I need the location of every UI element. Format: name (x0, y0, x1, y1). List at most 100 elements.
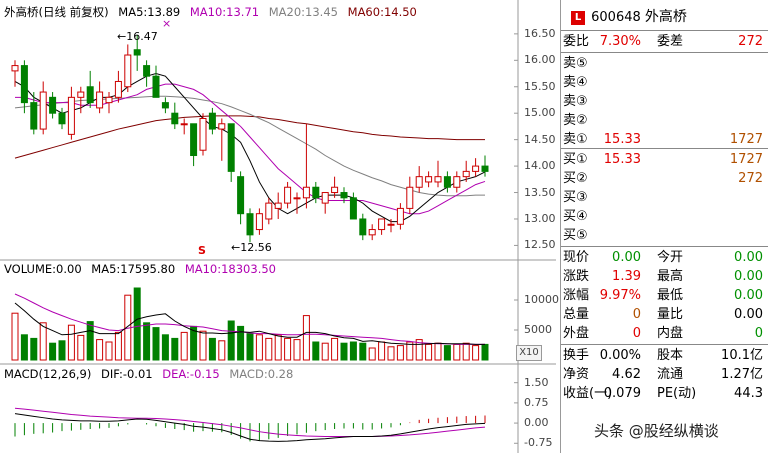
volume-bar (237, 325, 245, 361)
ma5-label: MA5:13.89 (118, 5, 181, 19)
sell-volume: 1727 (729, 132, 763, 147)
price-tick-label: 15.50 (524, 79, 556, 93)
weicha-value: 272 (738, 34, 763, 49)
price-tick-label: 14.00 (524, 159, 556, 173)
candle-body (396, 207, 404, 225)
sell-level-label: 卖① (563, 132, 588, 147)
candle-body (293, 197, 301, 200)
kline-chart-area[interactable]: 外高桥(日线 前复权) MA5:13.89 MA10:13.71 MA20:13… (0, 0, 560, 453)
volume-header: VOLUME:0.00 MA5:17595.80 MA10:18303.50 (4, 262, 282, 276)
volume-bar (105, 341, 113, 361)
stat-value: 0 (632, 326, 641, 341)
candle-body (443, 176, 451, 188)
stat2-label: 净资 (563, 367, 590, 382)
candle-body (171, 112, 179, 125)
sell-row: 卖⑤ (561, 54, 768, 73)
volume-bar (86, 321, 94, 361)
stat2-value-2: 1.27亿 (721, 367, 763, 382)
volume-bar (396, 345, 404, 361)
volume-bar (312, 341, 320, 361)
macd-param-label: MACD(12,26,9) (4, 367, 92, 381)
volume-bar (425, 343, 433, 361)
candle-body (152, 75, 160, 98)
stat2-value: 4.62 (612, 367, 641, 382)
candle-body (378, 218, 386, 231)
candle-body (359, 218, 367, 236)
volume-bar (321, 342, 329, 361)
stat-label-2: 今开 (657, 250, 684, 265)
sell-level-label: 卖④ (563, 75, 588, 90)
stock-logo-icon: L (571, 10, 585, 25)
volume-bar (30, 337, 38, 361)
volume-bar (133, 287, 141, 361)
buy-level-label: 买② (563, 171, 588, 186)
buy-level-label: 买④ (563, 209, 588, 224)
stat-value: 0 (632, 307, 641, 322)
stat-value-2: 0 (754, 326, 763, 341)
stat-value-2: 0.00 (734, 269, 763, 284)
kline-chart-svg[interactable] (0, 0, 560, 453)
candle-body (114, 80, 122, 98)
price-tick-label: 12.50 (524, 238, 556, 252)
volume-ma10-line (14, 293, 485, 345)
volume-bar (387, 346, 395, 361)
dif-label: DIF:-0.01 (101, 367, 153, 381)
volume-bar (114, 331, 122, 361)
macd-tick-label: 0.00 (524, 416, 549, 430)
candle-body (190, 123, 198, 157)
candle-body (105, 96, 113, 104)
weibi-label: 委比 (563, 34, 590, 49)
macd-value-label: MACD:0.28 (229, 367, 294, 381)
ma60-line (14, 115, 485, 159)
volume-bar (293, 339, 301, 361)
candle-body (321, 192, 329, 204)
volume-bar (284, 337, 292, 361)
sell-signal-marker: S (198, 244, 206, 257)
sell-level-label: 卖⑤ (563, 56, 588, 71)
candle-body (143, 65, 151, 77)
stat2-value: 0.079 (603, 386, 641, 401)
quote-panel: L 600648 外高桥 委比 7.30% 委差 272 卖⑤ 卖④ 卖③ 卖②… (560, 0, 768, 453)
stat-label: 现价 (563, 250, 590, 265)
high-annotation: ←16.47 (117, 30, 158, 43)
price-tick-label: 15.00 (524, 106, 556, 120)
buy-row: 买⑤ (561, 226, 768, 245)
stat-value: 1.39 (612, 269, 641, 284)
candle-body (227, 123, 235, 172)
candle-body (462, 170, 470, 178)
stat-value: 9.97% (599, 288, 641, 303)
volume-unit-button[interactable]: X10 (516, 345, 542, 361)
candle-body (77, 91, 85, 98)
volume-bar (340, 342, 348, 361)
stat2-label: 收益(一) (563, 386, 613, 401)
stat-label: 涨幅 (563, 288, 590, 303)
ma10-label: MA10:13.71 (189, 5, 260, 19)
candle-body (208, 112, 216, 130)
price-tick-label: 16.50 (524, 26, 556, 40)
volume-bar (462, 342, 470, 361)
volume-bar (77, 334, 85, 361)
high-value: 16.47 (126, 30, 158, 43)
candle-body (453, 176, 461, 188)
dea-label: DEA:-0.15 (162, 367, 220, 381)
stat-row: 涨幅 9.97% 最低 0.00 (561, 286, 768, 305)
candle-body (340, 192, 348, 199)
candle-body (434, 176, 442, 183)
stat-value-2: 0.00 (734, 307, 763, 322)
stat-value-2: 0.00 (734, 288, 763, 303)
candle-body (425, 176, 433, 183)
volume-bar (434, 342, 442, 361)
stat2-row: 收益(一) 0.079 PE(动) 44.3 (561, 384, 768, 403)
macd-header: MACD(12,26,9) DIF:-0.01 DEA:-0.15 MACD:0… (4, 367, 299, 381)
candle-body (180, 123, 188, 126)
sell-row: 卖① 15.33 1727 (561, 130, 768, 149)
volume-bar (67, 324, 75, 361)
volume-bar (349, 341, 357, 361)
candle-body (312, 186, 320, 199)
candle-body (284, 186, 292, 204)
volume-bar (218, 340, 226, 361)
volume-ma5-label: MA5:17595.80 (91, 262, 176, 276)
buy-level-label: 买⑤ (563, 228, 588, 243)
price-tick-label: 16.00 (524, 53, 556, 67)
stat2-row: 净资 4.62 流通 1.27亿 (561, 365, 768, 384)
